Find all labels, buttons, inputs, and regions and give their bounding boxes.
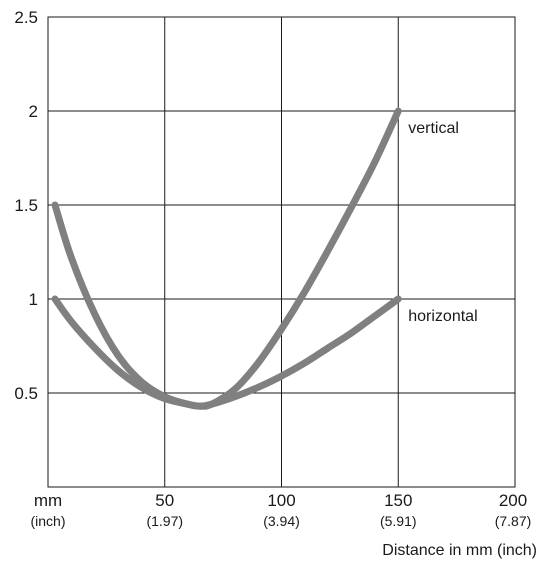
y-tick-label: 2.5 bbox=[14, 8, 38, 27]
x-tick-sublabel: (7.87) bbox=[495, 513, 532, 529]
x-axis-title: Distance in mm (inch) bbox=[382, 542, 537, 559]
series-labels: vertical horizontal bbox=[408, 120, 477, 325]
x-tick-label: 100 bbox=[267, 491, 295, 510]
x-tick-label: 200 bbox=[499, 491, 527, 510]
x-tick-label: 50 bbox=[155, 491, 174, 510]
grid bbox=[47, 16, 516, 488]
series-lines bbox=[51, 107, 402, 410]
y-tick-label: 1 bbox=[29, 290, 38, 309]
x-tick-sublabel: (3.94) bbox=[263, 513, 300, 529]
series-label-vertical: vertical bbox=[408, 120, 459, 137]
x-tick-sublabel: (5.91) bbox=[380, 513, 417, 529]
series-line-horizontal bbox=[51, 295, 402, 410]
y-tick-label: 1.5 bbox=[14, 196, 38, 215]
x-tick-label: 150 bbox=[384, 491, 412, 510]
y-axis-ticks: 0.5 1 1.5 2 2.5 bbox=[14, 8, 38, 403]
x-unit-label: mm bbox=[34, 491, 62, 510]
series-label-horizontal: horizontal bbox=[408, 308, 477, 325]
x-axis-ticks: mm (inch) 50 (1.97) 100 (3.94) 150 (5.91) 200 (… bbox=[30, 491, 531, 529]
x-unit-sublabel: (inch) bbox=[30, 513, 65, 529]
y-tick-label: 0.5 bbox=[14, 384, 38, 403]
y-tick-label: 2 bbox=[29, 102, 38, 121]
x-tick-sublabel: (1.97) bbox=[146, 513, 183, 529]
